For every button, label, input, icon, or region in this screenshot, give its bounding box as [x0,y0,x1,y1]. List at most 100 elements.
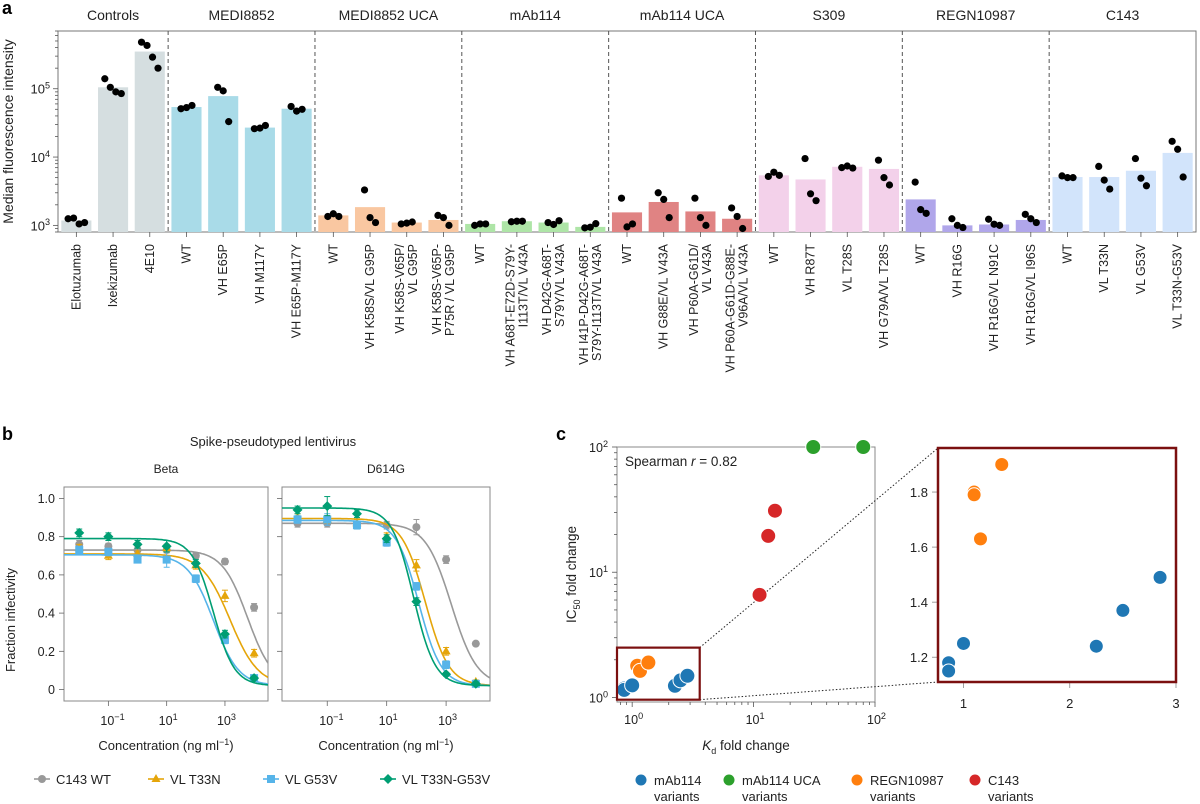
scatter-point [956,635,971,651]
bar [281,108,312,232]
diamond-marker [441,669,452,680]
subplot-title: Beta [154,462,179,476]
data-point [112,88,120,96]
data-point [507,218,515,226]
data-point [665,213,673,222]
x-tick-label: 101 [379,712,398,728]
scatter-point [766,502,783,519]
data-point [959,223,967,232]
bar [795,179,826,232]
x-tick-label: V96A/VL V43A [737,243,751,327]
group-label: S309 [813,7,846,23]
data-point [812,197,820,205]
data-point [476,220,484,228]
triangle-marker [151,774,161,782]
tick-base: 10 [379,714,393,728]
triangle-marker [411,560,421,569]
bar [1162,152,1193,232]
x-tick-label: VH A68T-E72D-S79Y- [503,244,517,367]
square-marker [442,660,451,669]
legend-label: variants [654,789,700,804]
x-tick-label: 101 [159,712,178,728]
circle-marker [38,775,46,783]
scatter-point [751,586,768,603]
y-axis-label: Median fluorescence intensity [0,39,16,223]
data-point [953,221,961,229]
bar [465,223,496,232]
data-point [885,181,894,189]
diamond-marker [470,678,481,689]
bar [905,199,936,232]
data-point [214,83,222,91]
x-tick-label: VL G53V [1134,243,1148,294]
data-point [660,195,668,204]
data-point [70,214,78,222]
bar [98,87,129,232]
x-tick-label: 2 [1066,696,1073,711]
circle-marker [412,523,421,532]
data-point [770,168,778,176]
scatter-point [994,457,1010,473]
x-tick-label: VH K58S-V65P- [430,244,444,334]
y-tick-label: 102 [589,439,608,455]
x-tick-label: I113T/VL V43A [516,243,530,327]
x-tick-label: WT [473,244,487,264]
fit-curve [64,553,268,679]
x-tick-label: WT [620,244,634,264]
x-tick-label: VH M117Y [253,243,267,303]
diamond-marker [351,508,362,519]
data-point [806,190,815,198]
x-tick-label: WT [914,244,928,264]
square-marker [323,515,332,524]
data-point [1095,162,1103,170]
diamond-marker [292,504,303,515]
data-point [154,64,162,72]
y-tick-label: 105 [30,81,50,97]
fit-curve [282,519,490,687]
x-tick-label: Ixekizumab [106,244,120,307]
triangle-marker [220,590,230,599]
data-point [1058,172,1066,180]
x-axis-label: Concentration (ng ml−1) [318,737,453,753]
y-tick-label: 100 [589,689,608,705]
x-axis-label: Kd fold change [702,738,790,756]
legend-marker [851,774,863,786]
data-point [81,218,89,227]
diamond-marker [161,541,172,552]
legend-label: VL T33N-G53V [402,772,490,787]
data-point [586,223,594,231]
legend-item: VL T33N [148,772,221,787]
data-point [434,211,442,219]
data-point [513,217,521,225]
x-tick-label: VH G79A/VL T28S [877,244,891,348]
data-point [75,220,83,228]
data-point [623,223,631,231]
panel-label: b [2,424,13,444]
data-point [106,83,114,91]
panel-label: a [2,0,13,18]
x-tick-label: 1 [960,696,967,711]
data-point [739,224,747,233]
diamond-marker [219,629,230,640]
x-axis-label: Concentration (ng ml−1) [98,737,233,753]
tick-base: 10 [159,714,173,728]
x-tick-label: S79Y-I113T/VL V43A [590,243,604,361]
y-tick-label: 1.0 [38,492,55,506]
y-axis-label: IC50 fold change [564,526,582,623]
data-point [137,38,146,46]
tick-exponent: 4 [45,149,50,159]
square-marker [293,515,302,524]
x-tick-label: 100 [624,711,643,727]
x-tick-label: WT [1061,244,1075,264]
data-point [219,87,227,95]
data-point [1100,176,1108,184]
data-point [408,218,416,226]
data-point [335,212,343,221]
tick-base: 10 [30,82,44,97]
tick-exponent: 3 [452,712,457,722]
series-vl-t33n-g53v [282,496,490,689]
